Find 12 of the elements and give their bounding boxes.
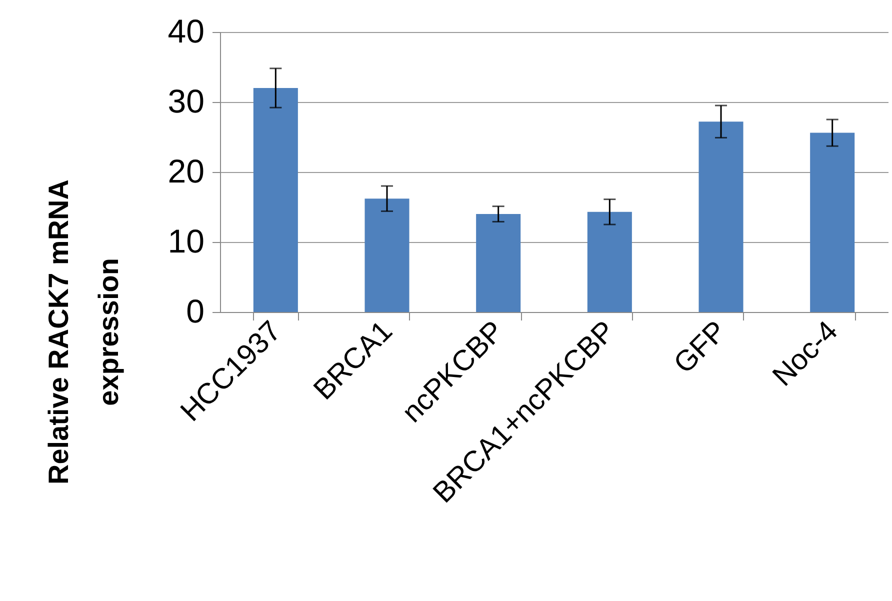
- y-tick-label: 20: [168, 152, 204, 190]
- y-tick-label: 40: [168, 12, 204, 50]
- bar: [364, 198, 410, 312]
- x-tick-label: GFP: [668, 315, 733, 380]
- bar: [698, 122, 744, 312]
- bar: [476, 214, 521, 312]
- bar: [810, 132, 855, 312]
- y-tick-label: 10: [168, 222, 204, 260]
- bar: [253, 88, 298, 312]
- y-tick-label: 30: [168, 82, 204, 120]
- bar: [587, 212, 632, 312]
- y-axis-title: Relative RACK7 mRNA expression: [43, 180, 124, 484]
